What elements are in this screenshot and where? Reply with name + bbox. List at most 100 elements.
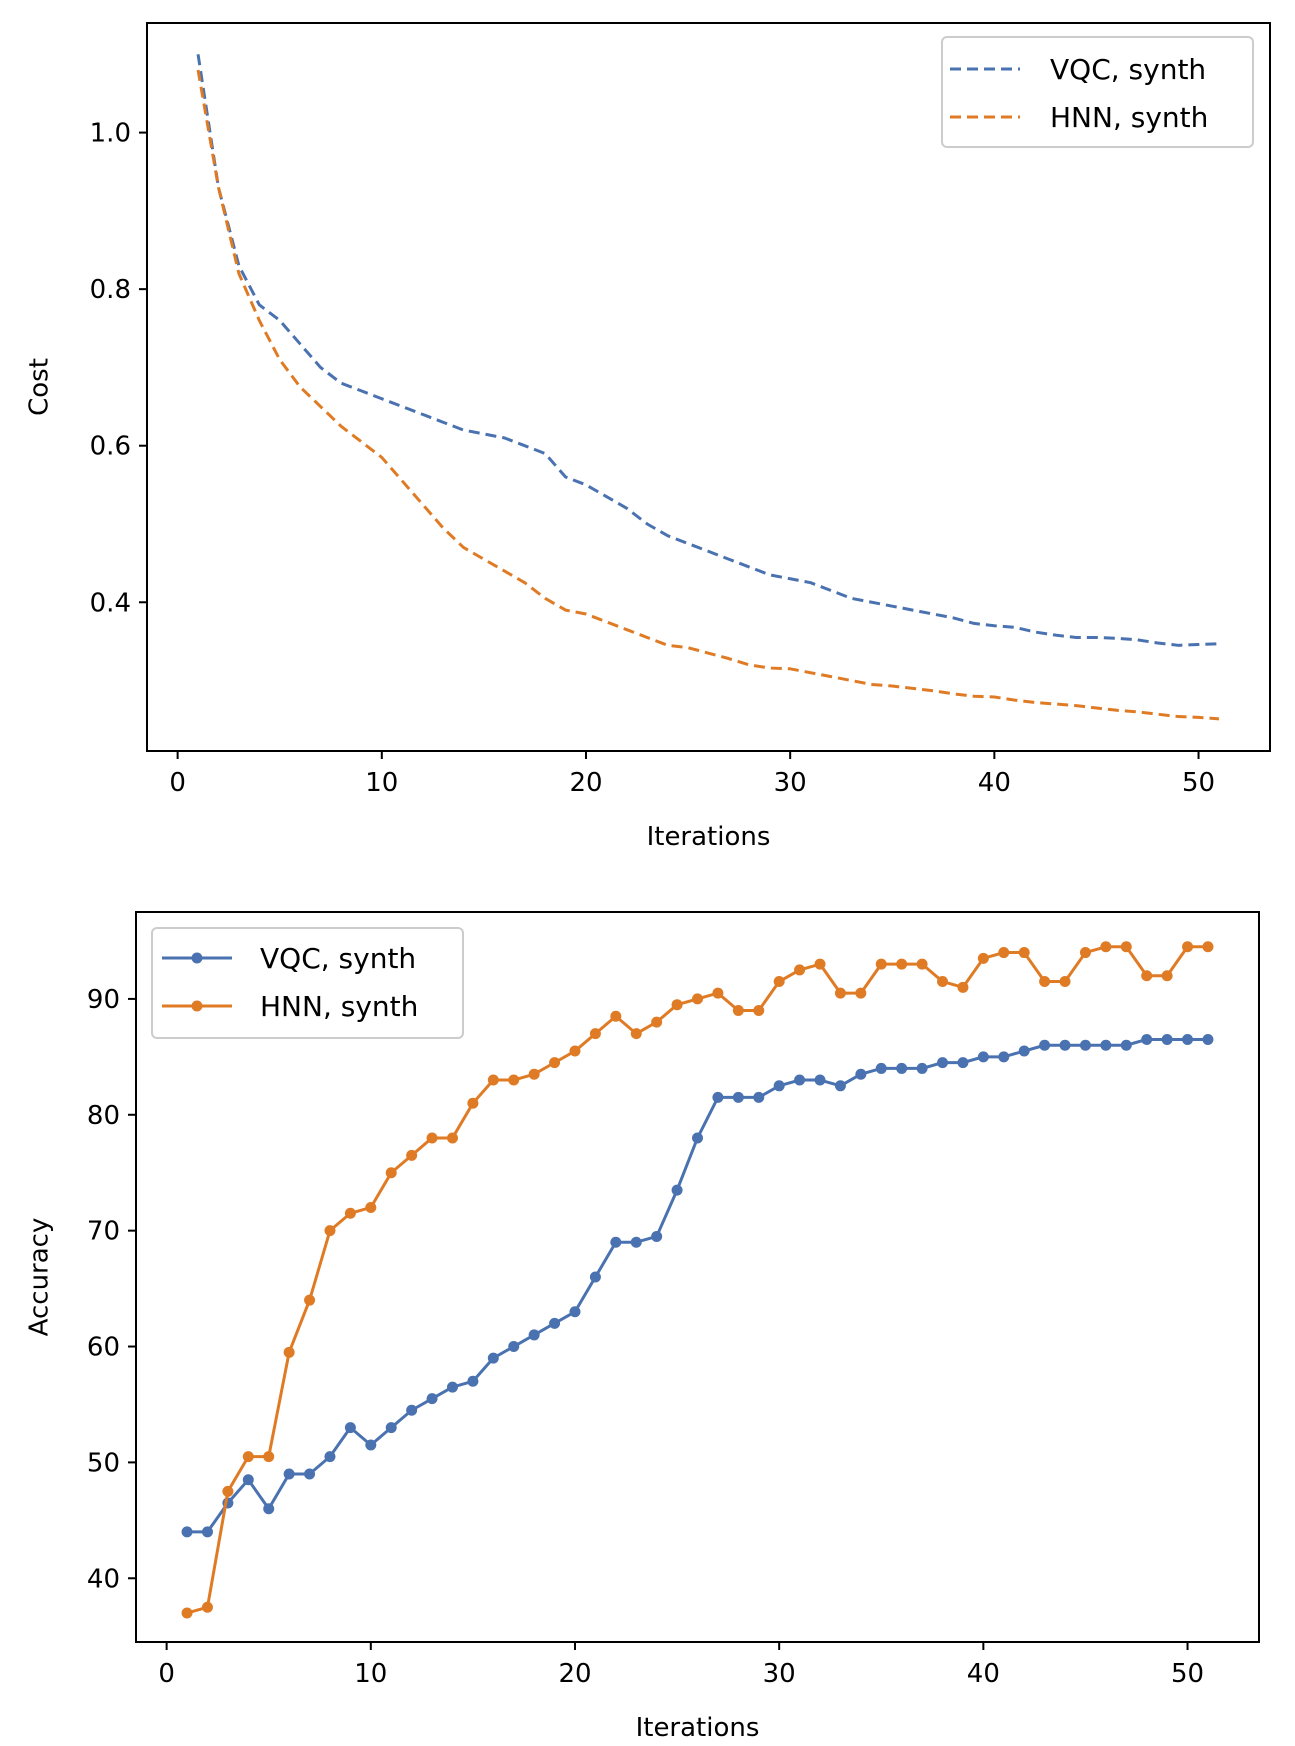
accuracy-data-point-vqc [201, 1526, 213, 1538]
accuracy-data-point-hnn [1120, 941, 1132, 953]
accuracy-data-point-hnn [487, 1074, 499, 1086]
accuracy-data-point-vqc [487, 1352, 499, 1364]
accuracy-data-point-vqc [242, 1474, 254, 1486]
cost-series-line-hnn [196, 69, 1220, 721]
accuracy-data-point-hnn [1079, 947, 1091, 959]
accuracy-data-point-hnn [610, 1010, 622, 1022]
cost-x-ticks: 0 10 20 30 40 50 [169, 751, 1215, 798]
accuracy-data-point-vqc [283, 1468, 295, 1480]
accuracy-data-point-vqc [1018, 1045, 1030, 1057]
accuracy-data-point-hnn [814, 958, 826, 970]
accuracy-data-point-hnn [998, 947, 1010, 959]
accuracy-data-point-vqc [855, 1068, 867, 1080]
accuracy-data-point-hnn [528, 1068, 540, 1080]
accuracy-data-point-vqc [814, 1074, 826, 1086]
accuracy-data-point-hnn [181, 1607, 193, 1619]
accuracy-data-point-hnn [201, 1601, 213, 1613]
accuracy-data-point-hnn [855, 987, 867, 999]
accuracy-data-point-hnn [773, 976, 785, 988]
cost-legend-label-vqc: VQC, synth [1050, 53, 1206, 86]
cost-x-tick-label: 0 [169, 768, 186, 798]
accuracy-legend-marker-hnn [191, 1000, 203, 1012]
accuracy-data-point-vqc [1182, 1033, 1194, 1045]
accuracy-y-tick-label: 70 [87, 1217, 120, 1247]
accuracy-legend-box [151, 927, 464, 1039]
accuracy-y-tick-label: 80 [87, 1101, 120, 1131]
accuracy-data-point-hnn [875, 958, 887, 970]
accuracy-data-point-hnn [794, 964, 806, 976]
accuracy-data-point-vqc [875, 1062, 887, 1074]
accuracy-legend-label-hnn: HNN, synth [260, 990, 418, 1023]
accuracy-legend-label-vqc: VQC, synth [260, 942, 416, 975]
accuracy-data-point-vqc [732, 1091, 744, 1103]
accuracy-data-point-vqc [344, 1422, 356, 1434]
accuracy-data-point-vqc [508, 1341, 520, 1353]
accuracy-data-point-vqc [263, 1503, 275, 1515]
accuracy-data-point-vqc [1141, 1033, 1153, 1045]
accuracy-data-point-hnn [630, 1028, 642, 1040]
accuracy-data-point-vqc [773, 1080, 785, 1092]
accuracy-y-axis-label: Accuracy [25, 1218, 55, 1337]
accuracy-data-point-vqc [1079, 1039, 1091, 1051]
accuracy-data-point-hnn [324, 1225, 336, 1237]
accuracy-y-tick-label: 90 [87, 985, 120, 1015]
cost-y-tick-label: 0.8 [90, 275, 131, 305]
accuracy-chart: 0 10 20 30 40 50 40 50 60 70 80 90 Iterations Accu… [25, 911, 1260, 1743]
accuracy-data-point-vqc [385, 1422, 397, 1434]
accuracy-data-point-vqc [937, 1057, 949, 1069]
accuracy-data-point-hnn [467, 1097, 479, 1109]
accuracy-data-point-vqc [610, 1236, 622, 1248]
accuracy-data-point-vqc [446, 1381, 458, 1393]
accuracy-x-tick-label: 50 [1171, 1659, 1204, 1689]
accuracy-data-point-hnn [1100, 941, 1112, 953]
accuracy-data-point-vqc [896, 1062, 908, 1074]
accuracy-data-point-vqc [181, 1526, 193, 1538]
accuracy-y-tick-label: 60 [87, 1333, 120, 1363]
accuracy-data-point-hnn [569, 1045, 581, 1057]
accuracy-data-point-vqc [324, 1451, 336, 1463]
accuracy-data-point-vqc [1059, 1039, 1071, 1051]
cost-y-tick-label: 0.4 [90, 588, 131, 618]
accuracy-data-point-vqc [426, 1393, 438, 1405]
cost-x-tick-label: 10 [365, 768, 398, 798]
accuracy-data-point-hnn [732, 1004, 744, 1016]
accuracy-data-point-vqc [651, 1230, 663, 1242]
cost-y-axis-label: Cost [25, 358, 55, 416]
accuracy-data-point-vqc [794, 1074, 806, 1086]
cost-legend-label-hnn: HNN, synth [1050, 101, 1208, 134]
cost-x-tick-label: 20 [569, 768, 602, 798]
accuracy-data-point-hnn [1161, 970, 1173, 982]
cost-x-tick-label: 40 [978, 768, 1011, 798]
cost-y-ticks: 0.4 0.6 0.8 1.0 [90, 119, 147, 618]
cost-series-layer [196, 54, 1220, 721]
accuracy-legend: VQC, synth HNN, synth [151, 927, 464, 1039]
accuracy-data-point-hnn [589, 1028, 601, 1040]
accuracy-data-point-vqc [1161, 1033, 1173, 1045]
accuracy-data-point-vqc [549, 1317, 561, 1329]
accuracy-data-point-hnn [1018, 947, 1030, 959]
accuracy-data-point-hnn [834, 987, 846, 999]
accuracy-data-point-hnn [753, 1004, 765, 1016]
accuracy-data-point-hnn [1182, 941, 1194, 953]
cost-plot-frame [146, 22, 1271, 752]
accuracy-data-point-hnn [242, 1451, 254, 1463]
accuracy-data-point-hnn [651, 1016, 663, 1028]
accuracy-data-point-hnn [692, 993, 703, 1005]
accuracy-data-point-vqc [998, 1051, 1010, 1063]
accuracy-series-layer [181, 941, 1214, 1619]
accuracy-data-point-vqc [692, 1132, 703, 1144]
accuracy-data-point-vqc [1100, 1039, 1112, 1051]
accuracy-x-axis-label: Iterations [636, 1713, 760, 1743]
accuracy-data-point-vqc [589, 1271, 601, 1283]
accuracy-x-tick-label: 30 [763, 1659, 796, 1689]
accuracy-data-point-hnn [712, 987, 724, 999]
accuracy-x-tick-label: 20 [558, 1659, 591, 1689]
accuracy-data-point-hnn [508, 1074, 520, 1086]
cost-legend-box [941, 36, 1254, 148]
accuracy-data-point-vqc [365, 1439, 377, 1451]
accuracy-data-point-hnn [896, 958, 908, 970]
cost-y-tick-label: 0.6 [90, 432, 131, 462]
accuracy-data-point-vqc [630, 1236, 642, 1248]
